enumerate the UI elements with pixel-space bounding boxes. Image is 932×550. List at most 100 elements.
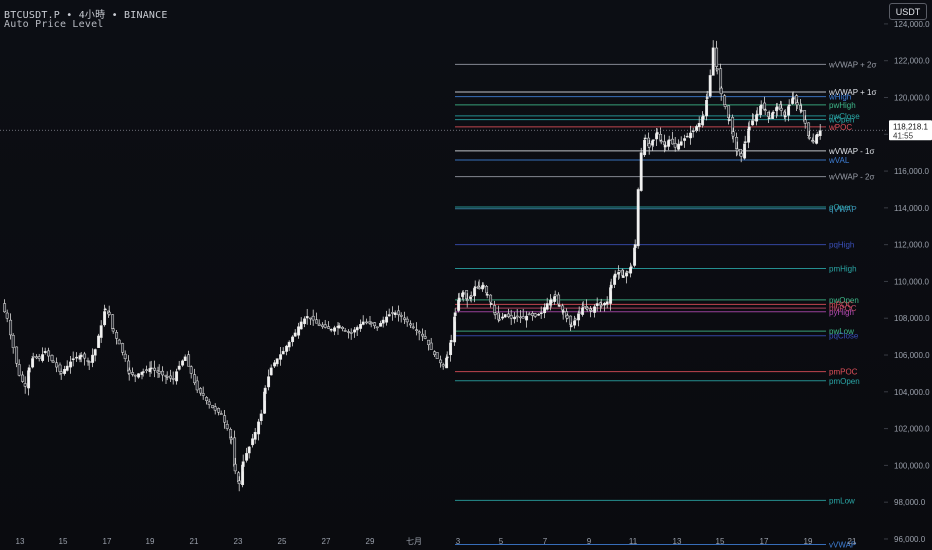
- candle-down: [11, 335, 15, 348]
- indicator-title[interactable]: Auto Price Level: [4, 19, 104, 30]
- candle-down: [47, 350, 51, 357]
- candle-down: [399, 314, 403, 317]
- candle-down: [565, 315, 569, 319]
- time-axis: 13 15 17 19 21 23 25 27 29 七月 3 5 7 9 11 13 15 17 19 21: [16, 537, 857, 546]
- candle-down: [9, 319, 13, 336]
- candle-down: [153, 367, 157, 371]
- y-tick-label: 102,000.0: [894, 425, 930, 434]
- price-level-label: wVAL: [828, 156, 850, 165]
- candle-up: [253, 432, 257, 440]
- candle-down: [465, 290, 469, 299]
- candle-down: [625, 271, 629, 273]
- candle-up: [708, 75, 712, 97]
- candle-down: [133, 374, 137, 377]
- candle-down: [391, 312, 395, 314]
- candle-up: [387, 314, 391, 317]
- currency-button[interactable]: USDT: [889, 3, 927, 20]
- y-tick-label: 114,000.0: [894, 204, 930, 213]
- candle-up: [291, 336, 295, 343]
- candle-down: [55, 362, 59, 368]
- x-tick-label: 27: [322, 537, 331, 546]
- candle-down: [327, 326, 331, 329]
- candle-up: [481, 284, 485, 288]
- symbol-name[interactable]: BTCUSDT.P: [4, 10, 60, 21]
- candle-up: [651, 139, 655, 142]
- candle-up: [815, 134, 819, 138]
- candle-down: [205, 397, 209, 401]
- candle-up: [621, 275, 625, 278]
- candle-down: [807, 136, 811, 139]
- interval-label[interactable]: 4小時: [78, 10, 106, 21]
- candle-up: [799, 110, 803, 112]
- candle-up: [103, 311, 107, 326]
- candle-down: [199, 388, 203, 394]
- candle-down: [123, 353, 127, 359]
- candle-up: [539, 312, 543, 314]
- candle-down: [321, 324, 325, 327]
- candle-down: [165, 376, 169, 378]
- candle-down: [347, 331, 351, 333]
- header-separator: •: [66, 10, 73, 21]
- candle-up: [743, 143, 747, 159]
- candle-up: [181, 360, 185, 366]
- candle-down: [427, 339, 431, 345]
- y-tick-label: 120,000.0: [894, 93, 930, 102]
- x-tick-label: 7: [543, 537, 548, 546]
- y-tick-label: 98,000.0: [894, 498, 926, 507]
- candle-down: [533, 313, 537, 317]
- candle-down: [37, 356, 41, 359]
- candle-down: [233, 463, 237, 472]
- candle-down: [441, 364, 445, 367]
- last-price-tag: [889, 120, 932, 141]
- candle-down: [50, 355, 54, 361]
- price-level-label: pmLow: [829, 496, 855, 505]
- candle-down: [735, 148, 739, 152]
- x-tick-label: 9: [587, 537, 592, 546]
- candle-down: [23, 383, 27, 387]
- x-tick-label: 3: [456, 537, 461, 546]
- candle-up: [685, 135, 689, 138]
- candle-down: [225, 424, 229, 429]
- candle-down: [409, 323, 413, 326]
- candle-up: [299, 321, 303, 330]
- candle-down: [369, 322, 373, 324]
- x-tick-label: 11: [629, 537, 638, 546]
- candle-up: [453, 316, 457, 343]
- candle-up: [393, 312, 397, 316]
- candle-down: [201, 393, 205, 396]
- candle-up: [287, 341, 291, 348]
- x-tick-label: 15: [716, 537, 725, 546]
- candle-up: [545, 303, 549, 310]
- candle-down: [229, 437, 233, 440]
- candle-up: [791, 97, 795, 100]
- candle-down: [509, 315, 513, 319]
- candle-up: [593, 306, 597, 313]
- candle-up: [247, 446, 251, 454]
- candle-down: [317, 323, 321, 326]
- candle-up: [603, 303, 607, 306]
- candle-down: [223, 415, 227, 423]
- candle-up: [303, 318, 307, 325]
- candle-down: [111, 314, 115, 329]
- candle-up: [385, 316, 389, 323]
- candle-down: [465, 299, 469, 301]
- candle-up: [149, 367, 153, 370]
- candle-up: [489, 303, 493, 305]
- candle-down: [375, 326, 379, 329]
- candle-up: [543, 307, 547, 314]
- candle-up: [485, 294, 489, 296]
- candle-up: [79, 354, 83, 358]
- candle-up: [787, 104, 791, 107]
- y-tick-label: 104,000.0: [894, 388, 930, 397]
- candle-up: [605, 301, 609, 305]
- candle-down: [311, 315, 315, 321]
- candle-up: [689, 132, 693, 139]
- price-level-label: wVWAP - 1σ: [828, 147, 874, 156]
- candle-down: [807, 122, 811, 137]
- price-level-label: wVWAP + 2σ: [828, 60, 876, 69]
- price-level-label: wHigh: [828, 93, 851, 102]
- candle-down: [421, 333, 425, 337]
- candle-up: [747, 126, 751, 131]
